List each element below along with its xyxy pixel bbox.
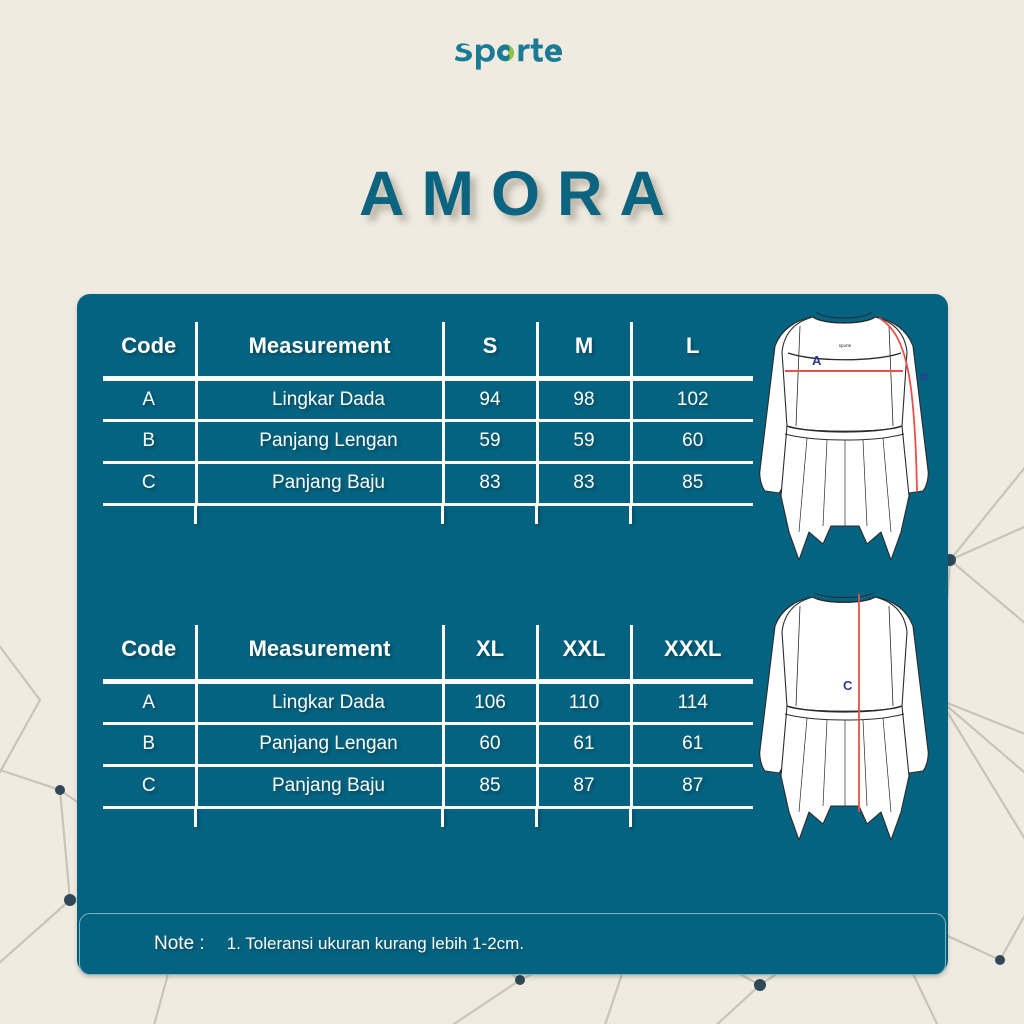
cell-value-s: 59 — [443, 420, 539, 464]
cell-code: B — [103, 420, 198, 464]
cell-value-s: 83 — [443, 462, 539, 506]
cell-measurement: Panjang Baju — [196, 462, 445, 506]
dress-front-view: sporte A B — [759, 311, 929, 561]
cell-measurement: Lingkar Dada — [196, 681, 445, 725]
cell-value-xl: 85 — [443, 765, 539, 809]
cell-code: C — [103, 765, 198, 809]
cell-value-xxxl: 87 — [631, 765, 753, 809]
column-header-measurement: Measurement — [196, 322, 445, 381]
table-row: B Panjang Lengan 60 61 61 — [103, 723, 753, 767]
note-label: Note : — [154, 933, 205, 954]
cell-value-xxxl: 61 — [631, 723, 753, 767]
cell-value-xxxl: 114 — [631, 681, 753, 725]
table-row: A Lingkar Dada 106 110 114 — [103, 681, 753, 725]
cell-value-l: 60 — [631, 420, 753, 464]
dress-back-view: C — [759, 592, 929, 841]
sporte-logo-mark — [454, 38, 562, 70]
column-header-code: Code — [103, 625, 198, 684]
cell-value-xxl: 61 — [537, 723, 633, 767]
table-header-row: Code Measurement XL XXL XXXL — [103, 625, 753, 684]
cell-value-m: 98 — [537, 378, 633, 422]
table-rule-stubs — [103, 505, 753, 524]
column-header-code: Code — [103, 322, 198, 381]
cell-value-xl: 106 — [443, 681, 539, 725]
measure-label-c: C — [843, 678, 853, 693]
cell-value-l: 85 — [631, 462, 753, 506]
table-row: B Panjang Lengan 59 59 60 — [103, 420, 753, 464]
size-table-xl-xxl-xxxl: Code Measurement XL XXL XXXL A Lingkar D… — [103, 625, 753, 809]
cell-measurement: Panjang Lengan — [196, 420, 445, 464]
garment-chest-logo: sporte — [839, 343, 852, 348]
table-rule-stubs — [103, 808, 753, 827]
cell-value-xl: 60 — [443, 723, 539, 767]
cell-value-m: 83 — [537, 462, 633, 506]
column-header-size-xxl: XXL — [537, 625, 633, 684]
cell-measurement: Panjang Lengan — [196, 723, 445, 767]
measure-line-b — [878, 317, 918, 493]
cell-code: C — [103, 462, 198, 506]
cell-measurement: Lingkar Dada — [196, 378, 445, 422]
cell-measurement: Panjang Baju — [196, 765, 445, 809]
column-header-size-xxxl: XXXL — [631, 625, 753, 684]
size-table-block-xl-xxl-xxxl: Code Measurement XL XXL XXXL A Lingkar D… — [103, 625, 753, 827]
cell-value-xxl: 110 — [537, 681, 633, 725]
table-row: C Panjang Baju 85 87 87 — [103, 765, 753, 809]
cell-value-s: 94 — [443, 378, 539, 422]
column-header-measurement: Measurement — [196, 625, 445, 684]
note-bar: Note : 1. Toleransi ukuran kurang lebih … — [79, 913, 946, 975]
brand-logo — [0, 34, 1024, 72]
column-header-size-m: M — [537, 322, 633, 381]
table-row: C Panjang Baju 83 83 85 — [103, 462, 753, 506]
column-header-size-s: S — [443, 322, 539, 381]
size-table-block-s-m-l: Code Measurement S M L A Lingkar Dada 94… — [103, 322, 753, 524]
table-header-row: Code Measurement S M L — [103, 322, 753, 381]
cell-value-l: 102 — [631, 378, 753, 422]
size-chart-panel: Code Measurement S M L A Lingkar Dada 94… — [77, 294, 948, 973]
page-title: AMORA — [359, 159, 682, 229]
cell-value-m: 59 — [537, 420, 633, 464]
cell-code: B — [103, 723, 198, 767]
note-text: 1. Toleransi ukuran kurang lebih 1-2cm. — [226, 934, 525, 953]
measure-label-a: A — [812, 353, 822, 368]
cell-code: A — [103, 378, 198, 422]
cell-value-xxl: 87 — [537, 765, 633, 809]
size-table-s-m-l: Code Measurement S M L A Lingkar Dada 94… — [103, 322, 753, 506]
table-row: A Lingkar Dada 94 98 102 — [103, 378, 753, 422]
column-header-size-l: L — [631, 322, 753, 381]
column-header-size-xl: XL — [443, 625, 539, 684]
measure-label-b: B — [917, 373, 929, 381]
cell-code: A — [103, 681, 198, 725]
